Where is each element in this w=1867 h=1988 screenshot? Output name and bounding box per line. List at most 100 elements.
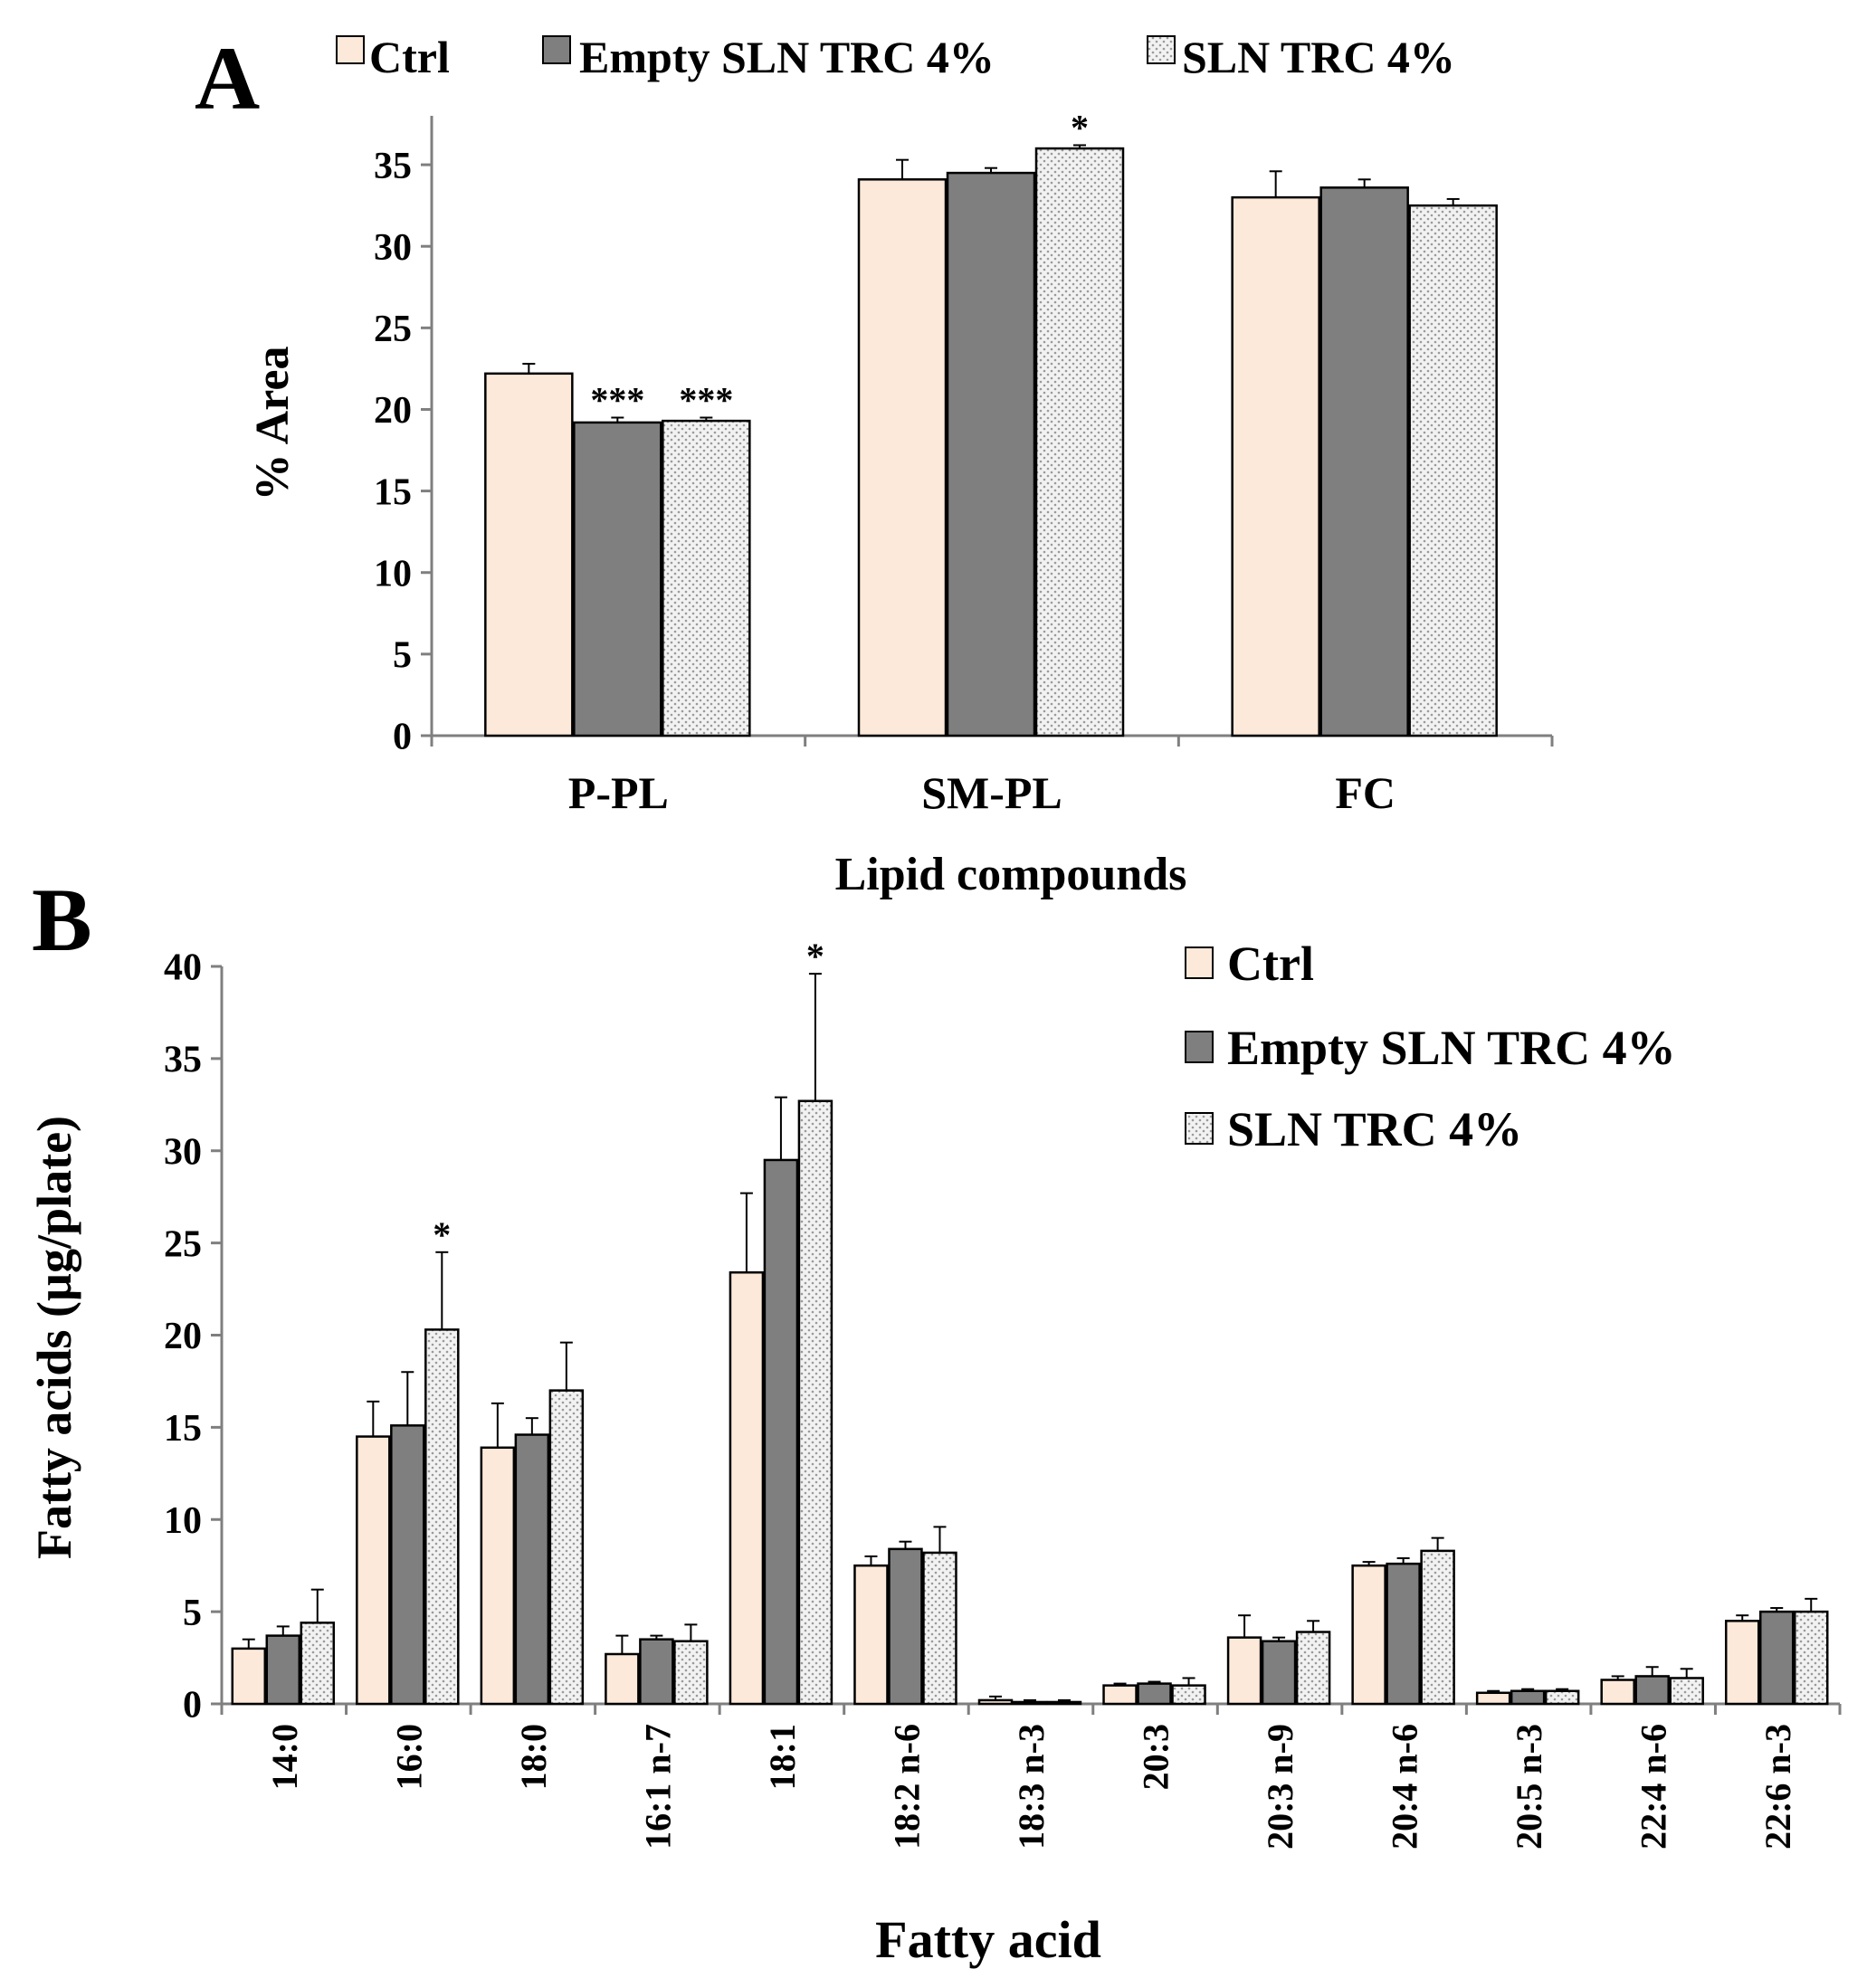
b-bar-ctrl [480, 1446, 516, 1706]
a-bar-sln [1034, 147, 1125, 737]
panel-b-x-ticks: 14:0 16:0 18:0 16:1 n-7 18:1 18:2 n-6 18:3 n-3… [220, 1704, 1842, 1850]
b-bar-empty [1137, 1682, 1172, 1706]
a-bar-ctrl [1231, 195, 1320, 737]
b-category-label: 16:0 [388, 1724, 429, 1790]
b-bar-empty [1012, 1700, 1048, 1706]
b-category-label: 20:5 n-3 [1509, 1724, 1549, 1850]
b-bar-sln [1420, 1549, 1455, 1706]
b-ytick-label: 35 [164, 1040, 202, 1081]
legend-b-label-sln: SLN TRC 4% [1227, 1102, 1522, 1156]
a-bar-empty [1319, 186, 1409, 737]
b-category-label: 20:3 n-9 [1260, 1724, 1300, 1850]
b-ytick-label: 0 [183, 1685, 202, 1726]
b-category-label: 18:1 [762, 1724, 803, 1790]
a-bar-sln [662, 419, 751, 737]
b-bar-ctrl [977, 1698, 1014, 1706]
b-bar-ctrl [605, 1652, 640, 1706]
b-bar-sln [1669, 1677, 1704, 1706]
b-category-label: 22:4 n-6 [1634, 1724, 1674, 1850]
panel-a-y-ticks: 0 5 10 15 20 25 30 35 [374, 146, 432, 758]
b-bar-empty [1386, 1562, 1421, 1706]
a-bar-empty [573, 421, 662, 737]
legend-a-swatch-empty [542, 35, 571, 64]
b-ytick-label: 10 [164, 1500, 202, 1542]
b-bar-sln [673, 1640, 709, 1706]
b-category-label: 18:0 [513, 1724, 554, 1790]
b-category-label: 22:6 n-3 [1757, 1724, 1798, 1850]
a-significance-marker: * [1071, 107, 1089, 147]
a-ytick-label: 0 [393, 717, 412, 758]
panel-a-bars: *** **** [484, 107, 1498, 737]
b-ytick-label: 15 [164, 1408, 202, 1450]
legend-b-swatch-ctrl [1185, 946, 1214, 979]
b-bar-empty [514, 1433, 550, 1706]
legend-a-swatch-ctrl [336, 35, 365, 64]
b-category-label: 14:0 [264, 1724, 305, 1790]
panel-a-x-axis-label: Lipid compounds [835, 849, 1187, 900]
b-bar-sln [1544, 1689, 1580, 1706]
b-bar-sln [1295, 1631, 1331, 1706]
a-ytick-label: 35 [374, 146, 412, 187]
b-bar-ctrl [1475, 1691, 1511, 1706]
legend-a-label-empty: Empty SLN TRC 4% [579, 32, 995, 82]
b-category-label: 18:2 n-6 [886, 1724, 927, 1850]
a-significance-marker: *** [679, 379, 733, 420]
a-category-label: SM-PL [921, 767, 1062, 818]
b-bar-sln [548, 1389, 585, 1706]
b-bar-ctrl [853, 1564, 889, 1706]
a-bar-ctrl [857, 178, 948, 737]
a-significance-marker: *** [590, 379, 644, 420]
a-ytick-label: 30 [374, 227, 412, 269]
b-significance-marker: * [433, 1214, 451, 1255]
legend-b-label-empty: Empty SLN TRC 4% [1227, 1021, 1676, 1075]
a-bar-ctrl [484, 372, 574, 737]
panel-b-x-axis-label: Fatty acid [875, 1910, 1101, 1969]
b-ytick-label: 20 [164, 1316, 202, 1357]
b-bar-empty [1261, 1640, 1297, 1706]
b-bar-sln [1793, 1610, 1829, 1706]
legend-a-swatch-sln [1147, 35, 1176, 64]
b-bar-ctrl [729, 1270, 765, 1706]
panel-b-bars: ** [231, 936, 1829, 1706]
a-ytick-label: 15 [374, 471, 412, 513]
b-bar-sln [1046, 1700, 1082, 1706]
a-ytick-label: 20 [374, 390, 412, 432]
legend-a-label-sln: SLN TRC 4% [1182, 32, 1455, 82]
b-bar-empty [639, 1638, 674, 1706]
legend-b-swatch-empty [1185, 1031, 1214, 1063]
b-bar-empty [763, 1158, 799, 1706]
a-category-label: P-PL [568, 767, 669, 818]
panel-a-legend: Ctrl Empty SLN TRC 4% SLN TRC 4% [336, 32, 1455, 82]
b-bar-empty [888, 1547, 923, 1706]
b-bar-sln [300, 1622, 336, 1706]
b-category-label: 16:1 n-7 [637, 1724, 678, 1850]
panel-b-y-ticks: 0 5 10 15 20 25 30 35 40 [164, 947, 222, 1726]
panel-b-legend: Ctrl Empty SLN TRC 4% SLN TRC 4% [1185, 937, 1676, 1156]
panel-a-y-axis-label: % Area [247, 347, 299, 501]
b-bar-sln [424, 1328, 460, 1706]
b-ytick-label: 5 [183, 1593, 202, 1634]
a-category-label: FC [1335, 767, 1395, 818]
a-bar-empty [946, 171, 1036, 737]
panel-a: A Ctrl Empty SLN TRC 4% SLN TRC 4% 0 5 10 1… [195, 28, 1554, 900]
panel-b-y-axis-label: Fatty acids (µg/plate) [27, 1116, 81, 1559]
b-significance-marker: * [806, 936, 824, 976]
panel-b-label: B [32, 870, 92, 970]
b-bar-ctrl [1102, 1684, 1138, 1706]
b-category-label: 18:3 n-3 [1011, 1724, 1052, 1850]
panel-a-x-ticks: P-PL SM-PL FC [430, 736, 1554, 818]
b-bar-empty [1510, 1689, 1546, 1706]
a-ytick-label: 5 [393, 635, 412, 677]
panel-b: B Ctrl Empty SLN TRC 4% SLN TRC 4% 0 5 10 1… [27, 870, 1842, 1969]
b-bar-sln [1171, 1684, 1206, 1706]
b-ytick-label: 30 [164, 1131, 202, 1173]
b-bar-ctrl [1724, 1620, 1760, 1706]
b-category-label: 20:3 [1136, 1724, 1176, 1790]
b-bar-sln [797, 1099, 833, 1706]
b-bar-empty [1758, 1610, 1795, 1706]
b-bar-ctrl [1226, 1636, 1262, 1706]
b-bar-empty [1634, 1675, 1670, 1706]
b-category-label: 20:4 n-6 [1385, 1724, 1425, 1850]
legend-b-label-ctrl: Ctrl [1227, 937, 1314, 991]
